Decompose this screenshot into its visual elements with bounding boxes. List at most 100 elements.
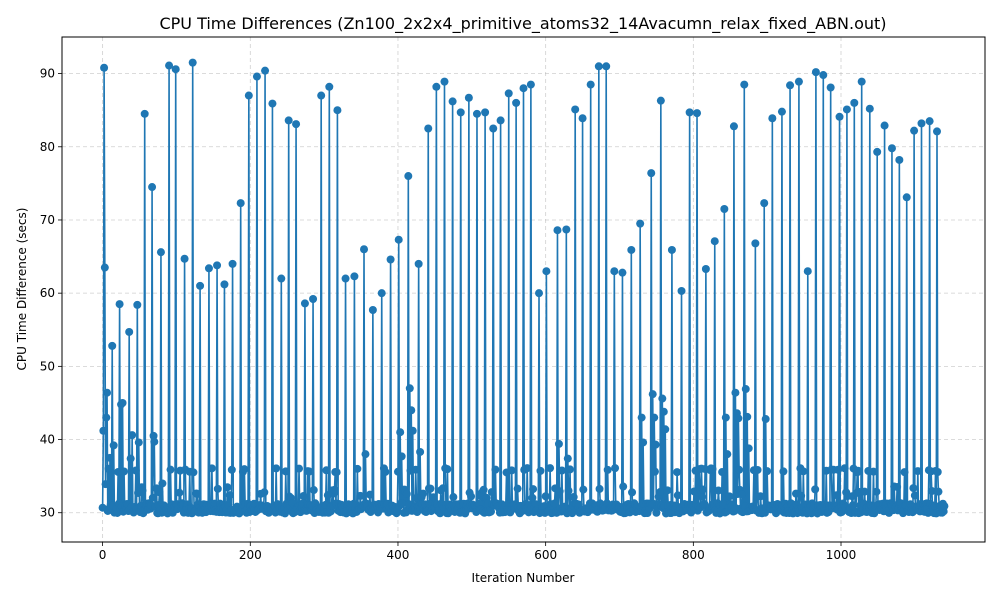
data-point [330,485,339,494]
data-point [236,199,245,208]
data-point [158,479,167,488]
data-point [125,327,134,336]
data-point [360,245,369,254]
data-point [512,98,521,107]
data-point [305,467,314,476]
data-point [860,487,869,496]
data-point [448,97,457,106]
data-point [332,468,341,477]
data-point [99,426,108,435]
data-point [842,105,851,114]
data-point [443,465,452,474]
data-point [848,501,857,510]
data-point [196,281,205,290]
data-point [700,499,709,508]
y-tick-label: 60 [40,286,55,300]
data-point [213,261,222,270]
data-point [325,82,334,91]
data-point [350,272,359,281]
x-axis-label: Iteration Number [472,571,575,585]
data-point [698,485,707,494]
data-point [126,454,135,463]
data-point [114,467,123,476]
data-point [414,259,423,268]
data-point [155,488,164,497]
data-point [252,72,261,81]
data-point [261,66,270,75]
data-point [148,183,157,192]
data-point [667,245,676,254]
data-point [564,486,573,495]
data-point [404,172,413,181]
data-point [811,68,820,77]
data-point [794,77,803,86]
data-point [407,406,416,415]
data-point [300,299,309,308]
data-point [729,122,738,131]
data-point [398,499,407,508]
data-point [586,80,595,89]
data-point [720,204,729,213]
data-point [541,492,550,501]
data-point [721,413,730,422]
data-point [131,466,140,475]
data-point [756,492,765,501]
data-point [133,300,142,309]
data-point [763,467,772,476]
y-tick-label: 30 [40,506,55,520]
data-point [405,384,414,393]
data-point [554,439,563,448]
data-point [873,147,882,156]
data-point [610,267,619,276]
data-point [260,488,269,497]
data-point [710,237,719,246]
data-point [659,407,668,416]
data-point [832,491,841,500]
data-point [940,502,949,511]
x-tick-label: 600 [534,548,557,562]
data-point [723,450,732,459]
data-point [394,235,403,244]
data-point [734,414,743,423]
data-point [656,488,665,497]
data-point [685,108,694,117]
data-point [797,491,806,500]
data-point [408,426,417,435]
data-point [663,486,672,495]
data-point [419,489,428,498]
data-point [467,492,476,501]
data-point [701,265,710,274]
data-point [639,438,648,447]
data-point [656,96,665,105]
data-point [546,464,555,473]
data-point [397,452,406,461]
data-point [223,483,232,492]
data-point [744,444,753,453]
data-point [149,431,158,440]
data-point [456,108,465,117]
data-point [753,465,762,474]
x-tick-label: 1000 [826,548,857,562]
data-point [165,61,174,70]
data-point [102,413,111,422]
data-point [550,499,559,508]
data-point [760,199,769,208]
data-point [611,464,620,473]
data-point [402,489,411,498]
data-point [880,121,889,130]
data-point [108,341,117,350]
data-point [365,490,374,499]
chart-title: CPU Time Differences (Zn100_2x2x4_primit… [159,14,886,34]
data-point [563,454,572,463]
data-point [535,289,544,298]
data-point [647,169,656,178]
data-point [479,485,488,494]
plot-frame [61,36,986,543]
data-point [786,81,795,90]
tick-layer: 0 200 400 600 800 1000 30 40 50 60 70 80 90 [40,67,857,562]
data-point [416,447,425,456]
data-point [309,486,318,495]
data-point [487,507,496,516]
data-point [411,465,420,474]
